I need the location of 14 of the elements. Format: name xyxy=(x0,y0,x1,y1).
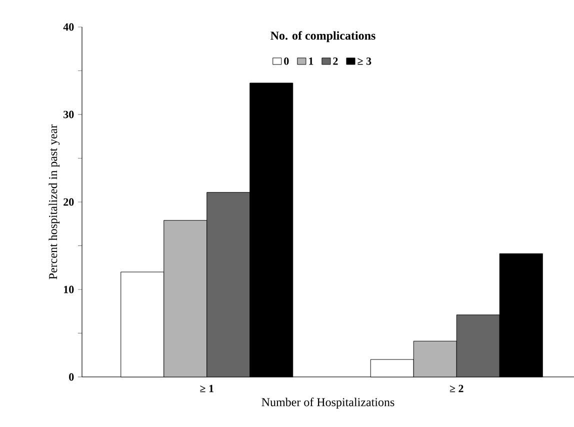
x-axis-title: Number of Hospitalizations xyxy=(262,398,394,409)
y-tick-label: 0 xyxy=(69,373,74,381)
legend-label: 0 xyxy=(284,57,289,65)
y-axis-title: Percent hospitalized in past year xyxy=(48,124,60,280)
y-tick-label: 10 xyxy=(64,286,74,294)
legend-label: 1 xyxy=(309,57,314,65)
y-tick-label: 20 xyxy=(64,198,74,206)
y-tick-label: 30 xyxy=(64,110,74,118)
x-tick-label: ≥ 1 xyxy=(200,384,214,392)
legend-label: ≥ 3 xyxy=(358,57,372,65)
legend-label: 2 xyxy=(333,57,338,65)
y-tick-label: 40 xyxy=(63,23,74,31)
x-tick-label: ≥ 2 xyxy=(450,384,464,392)
legend-title: No. of complications xyxy=(270,31,376,42)
